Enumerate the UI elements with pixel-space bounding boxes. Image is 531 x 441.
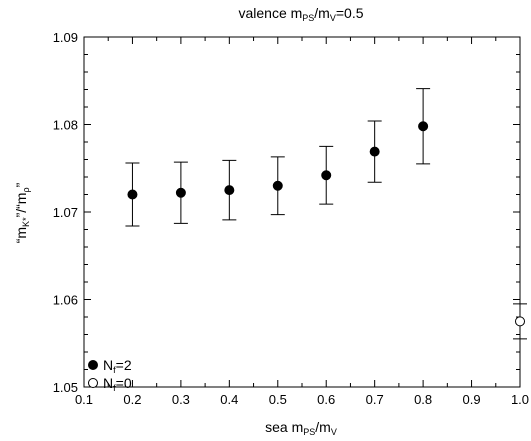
ylabel-sub1: K* (21, 217, 31, 227)
legend-nf2-suffix: =2 (116, 357, 132, 373)
axis-tick-labels: 0.1 0.2 0.3 0.4 0.5 0.6 0.7 0.8 0.9 1.0 1.05 1.06 1.… (53, 30, 529, 407)
plot-frame (83, 36, 521, 388)
x-tick-label: 0.3 (172, 392, 190, 407)
x-tick-label: 0.9 (463, 392, 481, 407)
y-tick-label: 1.06 (53, 293, 78, 308)
legend-nf0-sub: f (113, 383, 116, 393)
y-tick-label: 1.09 (53, 30, 78, 45)
x-axis-label: sea mPS/mV (265, 419, 337, 437)
ylabel-open: “m (13, 227, 29, 243)
ylabel-mid: ”/“m (13, 193, 29, 218)
x-tick-label: 0.8 (414, 392, 432, 407)
data-point-nf2 (224, 185, 235, 196)
x-tick-label: 0.4 (220, 392, 238, 407)
title-sub2: V (330, 13, 336, 23)
y-tick-label: 1.08 (53, 118, 78, 133)
legend-label-nf0: Nf=0 (103, 375, 132, 393)
x-tick-label: 0.1 (75, 392, 93, 407)
xlabel-prefix: sea m (265, 419, 303, 435)
legend-nf0-name: N (103, 375, 113, 391)
y-tick-label: 1.05 (53, 380, 78, 395)
x-tick-label: 0.5 (269, 392, 287, 407)
xlabel-sub2: V (331, 427, 337, 437)
data-point-nf2 (127, 189, 138, 200)
data-point-nf2 (321, 170, 332, 181)
x-tick-label: 0.7 (366, 392, 384, 407)
ylabel-close: ” (13, 182, 29, 187)
legend-label-nf2: Nf=2 (103, 357, 132, 375)
y-tick-label: 1.07 (53, 205, 78, 220)
x-tick-label: 0.2 (123, 392, 141, 407)
x-tick-label: 1.0 (511, 392, 529, 407)
title-mid: /m (314, 5, 330, 21)
ylabel-sub2: ρ (21, 187, 31, 192)
data-point-nf2 (272, 180, 283, 191)
data-point-nf2 (175, 187, 186, 198)
xlabel-sub1: PS (303, 427, 315, 437)
data-point-nf2 (369, 146, 380, 157)
legend-nf2-sub: f (113, 365, 116, 375)
y-axis-label: “mK*”/“mρ” (13, 182, 31, 243)
legend-marker-nf2 (88, 360, 98, 370)
chart-title: valence mPS/mV=0.5 (238, 5, 363, 23)
legend-nf0-suffix: =0 (116, 375, 132, 391)
axis-ticks (83, 36, 521, 388)
title-prefix: valence m (238, 5, 302, 21)
x-tick-label: 0.6 (317, 392, 335, 407)
data-point-nf0 (515, 316, 525, 327)
legend-nf2-name: N (103, 357, 113, 373)
title-sub1: PS (302, 13, 314, 23)
data-points (125, 88, 527, 340)
title-suffix: =0.5 (336, 5, 364, 21)
legend-marker-nf0 (88, 378, 98, 388)
data-point-nf2 (418, 121, 429, 132)
legend: Nf=2 Nf=0 (88, 357, 132, 393)
xlabel-mid: /m (315, 419, 331, 435)
